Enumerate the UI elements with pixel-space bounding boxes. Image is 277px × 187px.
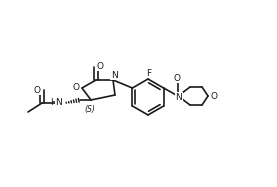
Text: N: N (56, 97, 62, 107)
Text: N: N (176, 93, 182, 102)
Text: (S): (S) (84, 105, 96, 114)
Text: O: O (173, 73, 181, 82)
Text: O: O (211, 91, 217, 100)
Text: H: H (50, 97, 56, 107)
Text: F: F (147, 68, 152, 77)
Text: N: N (111, 70, 117, 79)
Text: O: O (96, 62, 104, 70)
Text: O: O (73, 82, 79, 91)
Text: O: O (34, 85, 40, 94)
